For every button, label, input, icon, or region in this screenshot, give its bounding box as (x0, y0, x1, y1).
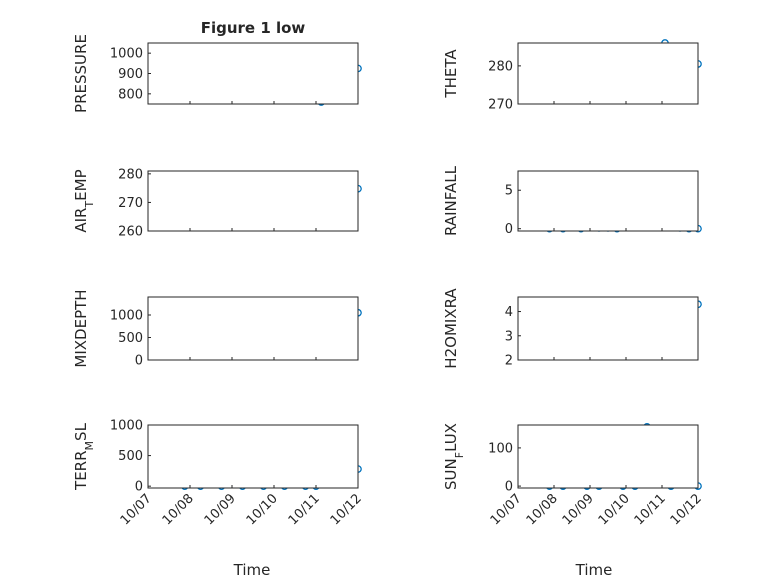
subplot-pressure: 800 900 1000 PRESSURE Figure 1 low (72, 19, 362, 113)
axes-box (517, 42, 699, 105)
y-axis-label: THETA (442, 49, 460, 99)
y-tick-label: 3 (505, 329, 513, 344)
y-tick-label: 1000 (110, 47, 143, 62)
x-tick-label: 10/12 (328, 491, 365, 528)
y-tick-label: 1000 (110, 309, 143, 324)
x-tick-label: 10/11 (286, 491, 323, 528)
y-tick-label: 4 (505, 305, 513, 320)
subplot-terr-msl: 0 500 1000 TERRMSL 10/07 10/08 10/09 10/10 10/11… (72, 419, 365, 529)
axes-box (517, 296, 699, 361)
y-axis-label: SUNFLUX (442, 423, 466, 490)
y-tick-label: 2 (505, 354, 513, 369)
y-axis-label: H2OMIXRA (442, 288, 460, 369)
chart-title: Figure 1 low (201, 19, 306, 37)
y-tick-label: 280 (118, 167, 143, 182)
y-tick-label: 0 (505, 222, 513, 237)
subplot-air-temp: 260 270 280 AIRTEMP (72, 167, 362, 240)
x-tick-label: 10/10 (244, 491, 281, 528)
y-axis-label: TERRMSL (72, 422, 96, 491)
y-axis-label: AIRTEMP (72, 169, 96, 232)
y-tick-label: 500 (118, 449, 143, 464)
y-tick-label: 5 (505, 184, 513, 199)
x-tick-label: 10/08 (160, 491, 197, 528)
y-tick-label: 260 (118, 225, 143, 240)
x-axis-label: Time (233, 561, 271, 579)
x-tick-label: 10/12 (668, 491, 705, 528)
axes-box (147, 424, 359, 489)
subplot-theta: 270 280 THETA (442, 39, 702, 113)
axes-box (147, 296, 359, 361)
y-tick-label: 0 (135, 354, 143, 369)
axes-box (147, 42, 359, 105)
y-axis-label: MIXDEPTH (72, 289, 90, 367)
y-tick-label: 0 (135, 480, 143, 495)
y-tick-label: 500 (118, 331, 143, 346)
y-tick-label: 900 (118, 67, 143, 82)
x-axis-label: Time (575, 561, 613, 579)
y-tick-label: 0 (505, 480, 513, 495)
axes-box (517, 424, 699, 489)
y-tick-label: 800 (118, 87, 143, 102)
subplot-sun-flux: 0 100 SUNFLUX 10/0710/0810/0910/1010/1110/1… (442, 423, 705, 528)
axes-box (517, 170, 699, 232)
y-axis-label: RAINFALL (442, 165, 460, 236)
x-tick-label: 10/09 (560, 491, 597, 528)
x-tick-label: 10/08 (524, 491, 561, 528)
x-tick-label: 10/11 (632, 491, 669, 528)
y-axis-label: PRESSURE (72, 34, 90, 113)
y-tick-label: 280 (488, 59, 513, 74)
y-tick-label: 1000 (110, 419, 143, 434)
y-tick-label: 270 (118, 196, 143, 211)
subplot-rainfall: 0 5 RAINFALL (442, 165, 702, 237)
subplot-h2omixra: 2 3 4 H2OMIXRA (442, 288, 702, 369)
axes-box (147, 170, 359, 232)
y-tick-label: 100 (488, 441, 513, 456)
subplot-mixdepth: 0 500 1000 MIXDEPTH (72, 289, 362, 369)
x-tick-label: 10/09 (202, 491, 239, 528)
x-tick-label: 10/07 (118, 491, 155, 528)
x-tick-label: 10/07 (488, 491, 525, 528)
x-tick-label: 10/10 (596, 491, 633, 528)
y-tick-label: 270 (488, 98, 513, 113)
